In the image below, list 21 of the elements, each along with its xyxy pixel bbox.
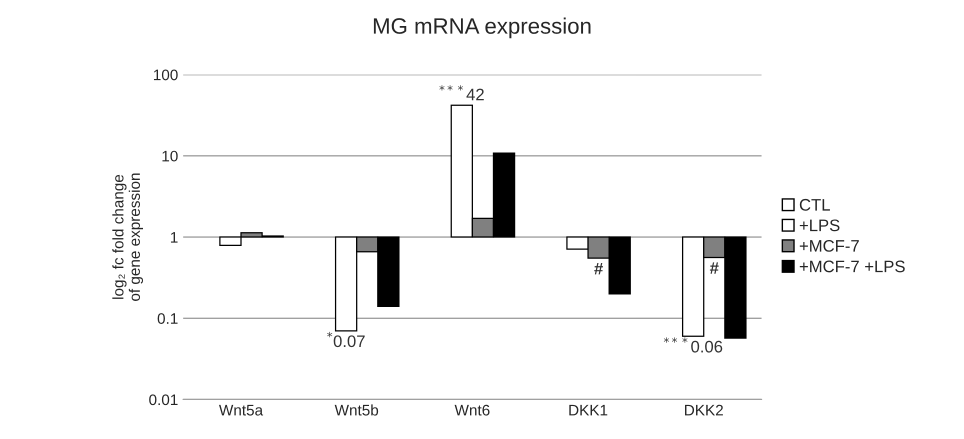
y-tick-label: 0.1 xyxy=(158,313,178,324)
x-tick-label: Wnt5b xyxy=(334,404,378,416)
annotation: $^{***}$42 xyxy=(439,85,484,100)
y-tick-label: 10 xyxy=(162,150,178,162)
chart-title: MG mRNA expression xyxy=(374,18,590,38)
legend-label: CTL xyxy=(800,198,830,211)
y-tick-label: 0.01 xyxy=(149,394,178,406)
y-axis-title: log₂ fc fold change of gene expression xyxy=(112,173,144,301)
legend-label: +LPS xyxy=(800,219,840,232)
annotation: $^{***}$0.06 xyxy=(664,337,722,353)
annotation: $^{*}$0.07 xyxy=(327,332,365,348)
x-tick-label: DKK1 xyxy=(569,404,608,416)
annotation: # xyxy=(594,263,603,274)
y-tick-label: 100 xyxy=(154,70,178,80)
legend-label: +MCF-7 +LPS xyxy=(800,260,905,272)
x-tick-label: Wnt5a xyxy=(218,404,264,416)
annotation: # xyxy=(710,262,719,274)
x-tick-label: DKK2 xyxy=(685,404,723,416)
legend-label: +MCF-7 xyxy=(800,240,859,252)
y-tick-label: 1 xyxy=(170,232,178,243)
x-tick-label: Wnt6 xyxy=(454,404,490,416)
